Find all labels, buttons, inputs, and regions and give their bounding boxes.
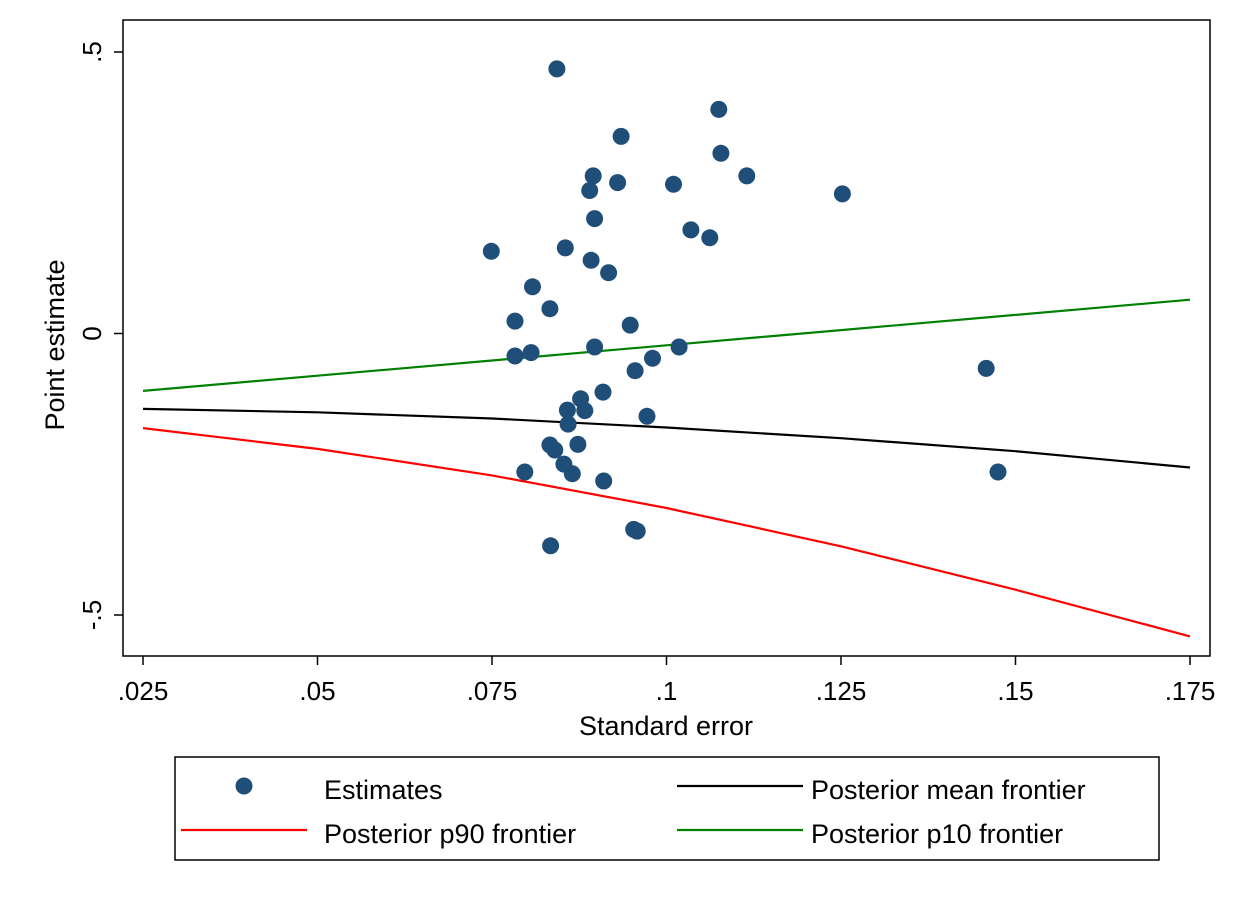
x-tick-label: .05	[299, 676, 335, 706]
estimate-point	[682, 221, 700, 239]
x-tick-label: .175	[1165, 676, 1216, 706]
posterior-p10-frontier-line	[142, 298, 1191, 392]
estimate-point	[516, 463, 534, 481]
estimate-point	[670, 338, 688, 356]
estimate-point	[609, 174, 627, 192]
x-tick-label: .15	[997, 676, 1033, 706]
estimate-point	[989, 463, 1007, 481]
x-tick-label: .025	[118, 676, 169, 706]
estimate-point	[524, 278, 541, 296]
estimate-point	[581, 182, 599, 199]
estimate-point	[638, 407, 656, 425]
legend-marker-estimates	[235, 777, 253, 795]
y-axis: -.5 0 .5	[77, 41, 123, 630]
estimate-point	[569, 435, 587, 453]
x-tick-label: .075	[467, 676, 518, 706]
x-tick-label: .1	[656, 676, 678, 706]
posterior-mean-frontier-line	[142, 407, 1191, 469]
estimate-point	[576, 402, 594, 420]
plot-area-frame	[122, 19, 1211, 657]
posterior-p90-frontier-line	[142, 427, 1191, 638]
y-axis-label: Point estimate	[40, 259, 70, 430]
scatter-points	[482, 60, 1007, 555]
estimate-point	[644, 349, 661, 367]
estimate-point	[594, 383, 612, 401]
estimate-point	[712, 144, 730, 162]
x-axis: .025 .05 .075 .1 .125 .15 .175	[118, 656, 1216, 706]
estimate-point	[542, 537, 560, 555]
estimate-point	[710, 100, 728, 118]
estimate-point	[548, 60, 566, 78]
estimate-point	[621, 316, 639, 334]
estimate-point	[541, 300, 559, 318]
estimate-point	[701, 229, 719, 247]
estimate-point	[600, 264, 618, 282]
estimate-point	[586, 338, 604, 356]
x-axis-label: Standard error	[579, 711, 753, 741]
estimate-point	[595, 472, 613, 490]
estimate-point	[506, 312, 524, 330]
y-tick-label: 0	[77, 326, 107, 340]
legend-label: Posterior p10 frontier	[811, 819, 1063, 849]
estimate-point	[833, 185, 851, 203]
legend-label: Posterior p90 frontier	[324, 819, 576, 849]
legend-box	[174, 756, 1160, 861]
estimate-point	[559, 415, 577, 433]
estimate-point	[558, 401, 576, 419]
estimate-point	[628, 522, 646, 540]
estimate-point	[563, 465, 581, 483]
estimate-point	[482, 242, 500, 260]
legend-label: Estimates	[324, 775, 443, 805]
estimate-point	[665, 175, 682, 193]
legend: Estimates Posterior mean frontier Posterio…	[181, 775, 1086, 849]
estimate-point	[977, 359, 995, 377]
estimate-point	[584, 167, 602, 185]
estimate-point	[522, 344, 540, 362]
estimate-point	[626, 362, 644, 380]
estimate-point	[546, 441, 564, 459]
estimate-point	[556, 239, 574, 257]
legend-label: Posterior mean frontier	[811, 775, 1086, 805]
frontier-lines	[142, 298, 1191, 638]
estimate-point	[506, 347, 524, 365]
estimate-point	[586, 210, 604, 228]
y-tick-label: .5	[77, 41, 107, 63]
x-tick-label: .125	[816, 676, 867, 706]
estimate-point	[582, 251, 600, 269]
estimate-point	[738, 167, 756, 185]
estimate-point	[612, 127, 630, 145]
y-tick-label: -.5	[77, 600, 107, 630]
